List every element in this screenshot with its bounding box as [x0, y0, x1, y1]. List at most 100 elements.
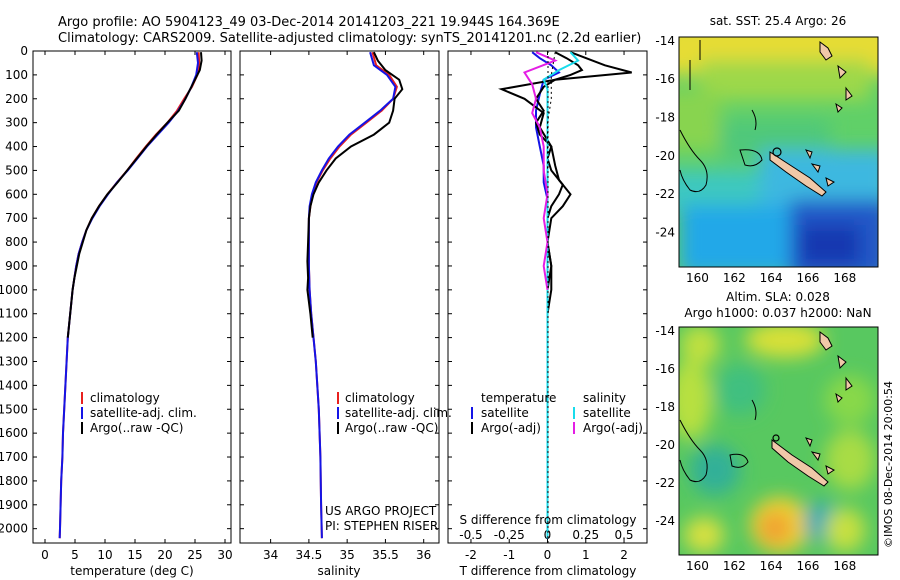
loyalty-islands [805, 149, 835, 187]
salinity-xlabel: salinity [317, 564, 360, 578]
map-x-tick-label: 166 [797, 559, 820, 573]
y-tick-label: 1800 [0, 474, 28, 488]
map-x-tick-label: 166 [797, 271, 820, 285]
y-tick-label: 1500 [0, 402, 28, 416]
legend-label-climatology: climatology [90, 391, 160, 405]
sla-map-title: Altim. SLA: 0.028 [726, 290, 830, 304]
x-tick-label: -1 [503, 548, 515, 562]
map-y-tick-label: -22 [655, 476, 675, 490]
legend-title-salinity: salinity [583, 391, 626, 405]
difference-top-xlabel: S difference from climatology [460, 513, 637, 527]
argo-location-marker [772, 434, 780, 442]
y-tick-label: 1200 [0, 331, 28, 345]
y-tick-label: 400 [5, 140, 28, 154]
map-y-tick-label: -18 [655, 111, 675, 125]
temperature-panel-frame [32, 50, 232, 544]
legend-label-satellite-adj: satellite-adj. clim. [90, 406, 197, 420]
sst-map-land [679, 41, 853, 197]
x-top-tick-label: -0.25 [494, 528, 525, 542]
argo-location-marker [772, 147, 782, 157]
coastline-contour [679, 399, 757, 483]
x-top-tick-label: -0.5 [459, 528, 482, 542]
y-tick-label: 1300 [0, 354, 28, 368]
x-tick-label: 15 [127, 548, 142, 562]
map-y-tick-label: -16 [655, 72, 675, 86]
x-tick-label: 35.5 [372, 548, 399, 562]
legend-title-temperature: temperature [481, 391, 556, 405]
y-tick-label: 200 [5, 92, 28, 106]
legend-label-satellite-adj: satellite-adj. clim. [345, 406, 452, 420]
pi-label: PI: STEPHEN RISER [325, 519, 438, 533]
x-tick-label: 25 [187, 548, 202, 562]
sla-map-subtitle: Argo h1000: 0.037 h2000: NaN [684, 306, 871, 320]
x-tick-label: 0 [544, 548, 552, 562]
map-y-tick-label: -16 [655, 362, 675, 376]
x-tick-label: -2 [465, 548, 477, 562]
x-tick-label: 36 [416, 548, 431, 562]
series-line [66, 52, 203, 338]
series-line [542, 51, 580, 539]
map-y-tick-label: -14 [655, 324, 675, 338]
title-line-2: Climatology: CARS2009. Satellite-adjuste… [58, 31, 641, 46]
map-y-tick-label: -20 [655, 149, 675, 163]
new-caledonia-island [771, 439, 829, 487]
legend-label-temp-satellite: satellite [481, 406, 529, 420]
y-tick-label: 0 [20, 44, 28, 58]
map-y-tick-label: -24 [655, 514, 675, 528]
x-top-tick-label: 0.25 [572, 528, 599, 542]
legend-label-argo: Argo(..raw -QC) [90, 421, 183, 435]
map-x-tick-label: 168 [833, 559, 856, 573]
map-x-tick-label: 162 [723, 271, 746, 285]
map-y-tick-label: -18 [655, 400, 675, 414]
sla-map-land [679, 331, 853, 487]
project-label: US ARGO PROJECT [325, 504, 437, 518]
y-tick-label: 900 [5, 259, 28, 273]
map-x-tick-label: 162 [723, 559, 746, 573]
map-x-tick-label: 164 [760, 559, 783, 573]
map-x-tick-label: 160 [686, 559, 709, 573]
y-tick-label: 1000 [0, 283, 28, 297]
difference-legend: temperature satellite Argo(-adj) salinit… [471, 391, 643, 435]
map-y-tick-label: -14 [655, 34, 675, 48]
legend-label-sal-argo: Argo(-adj) [583, 421, 643, 435]
series-line [534, 51, 584, 338]
coastline-contour [679, 109, 763, 193]
sla-map-field [679, 327, 878, 555]
x-tick-label: 34 [263, 548, 278, 562]
new-caledonia-island [769, 151, 827, 197]
x-tick-label: 0 [41, 548, 49, 562]
map-y-tick-label: -22 [655, 187, 675, 201]
y-tick-label: 500 [5, 163, 28, 177]
legend-label-sal-satellite: satellite [583, 406, 631, 420]
legend-label-climatology: climatology [345, 391, 415, 405]
map-y-tick-label: -24 [655, 226, 675, 240]
map-x-tick-label: 160 [686, 271, 709, 285]
series-line [498, 51, 632, 314]
vanuatu-islands [819, 331, 853, 403]
series-line [307, 51, 397, 539]
loyalty-islands [805, 437, 835, 475]
y-tick-label: 1600 [0, 426, 28, 440]
x-tick-label: 30 [217, 548, 232, 562]
vanuatu-islands [819, 41, 853, 113]
y-tick-label: 2000 [0, 522, 28, 536]
series-line [306, 51, 404, 338]
y-tick-label: 1900 [0, 498, 28, 512]
y-tick-label: 300 [5, 116, 28, 130]
y-tick-label: 700 [5, 211, 28, 225]
series-line [58, 52, 200, 539]
temperature-legend: climatology satellite-adj. clim. Argo(..… [81, 391, 197, 435]
legend-label-temp-argo: Argo(-adj) [481, 421, 541, 435]
x-tick-label: 20 [157, 548, 172, 562]
copyright-stamp: ©IMOS 08-Dec-2014 20:00:54 [882, 381, 895, 548]
x-tick-label: 35 [340, 548, 355, 562]
x-tick-label: 2 [620, 548, 628, 562]
y-tick-label: 1700 [0, 450, 28, 464]
map-y-tick-label: -20 [655, 438, 675, 452]
difference-xlabel: T difference from climatology [459, 564, 637, 578]
y-tick-label: 600 [5, 187, 28, 201]
series-line [522, 51, 558, 290]
temperature-xlabel: temperature (deg C) [70, 564, 193, 578]
y-tick-label: 1400 [0, 378, 28, 392]
